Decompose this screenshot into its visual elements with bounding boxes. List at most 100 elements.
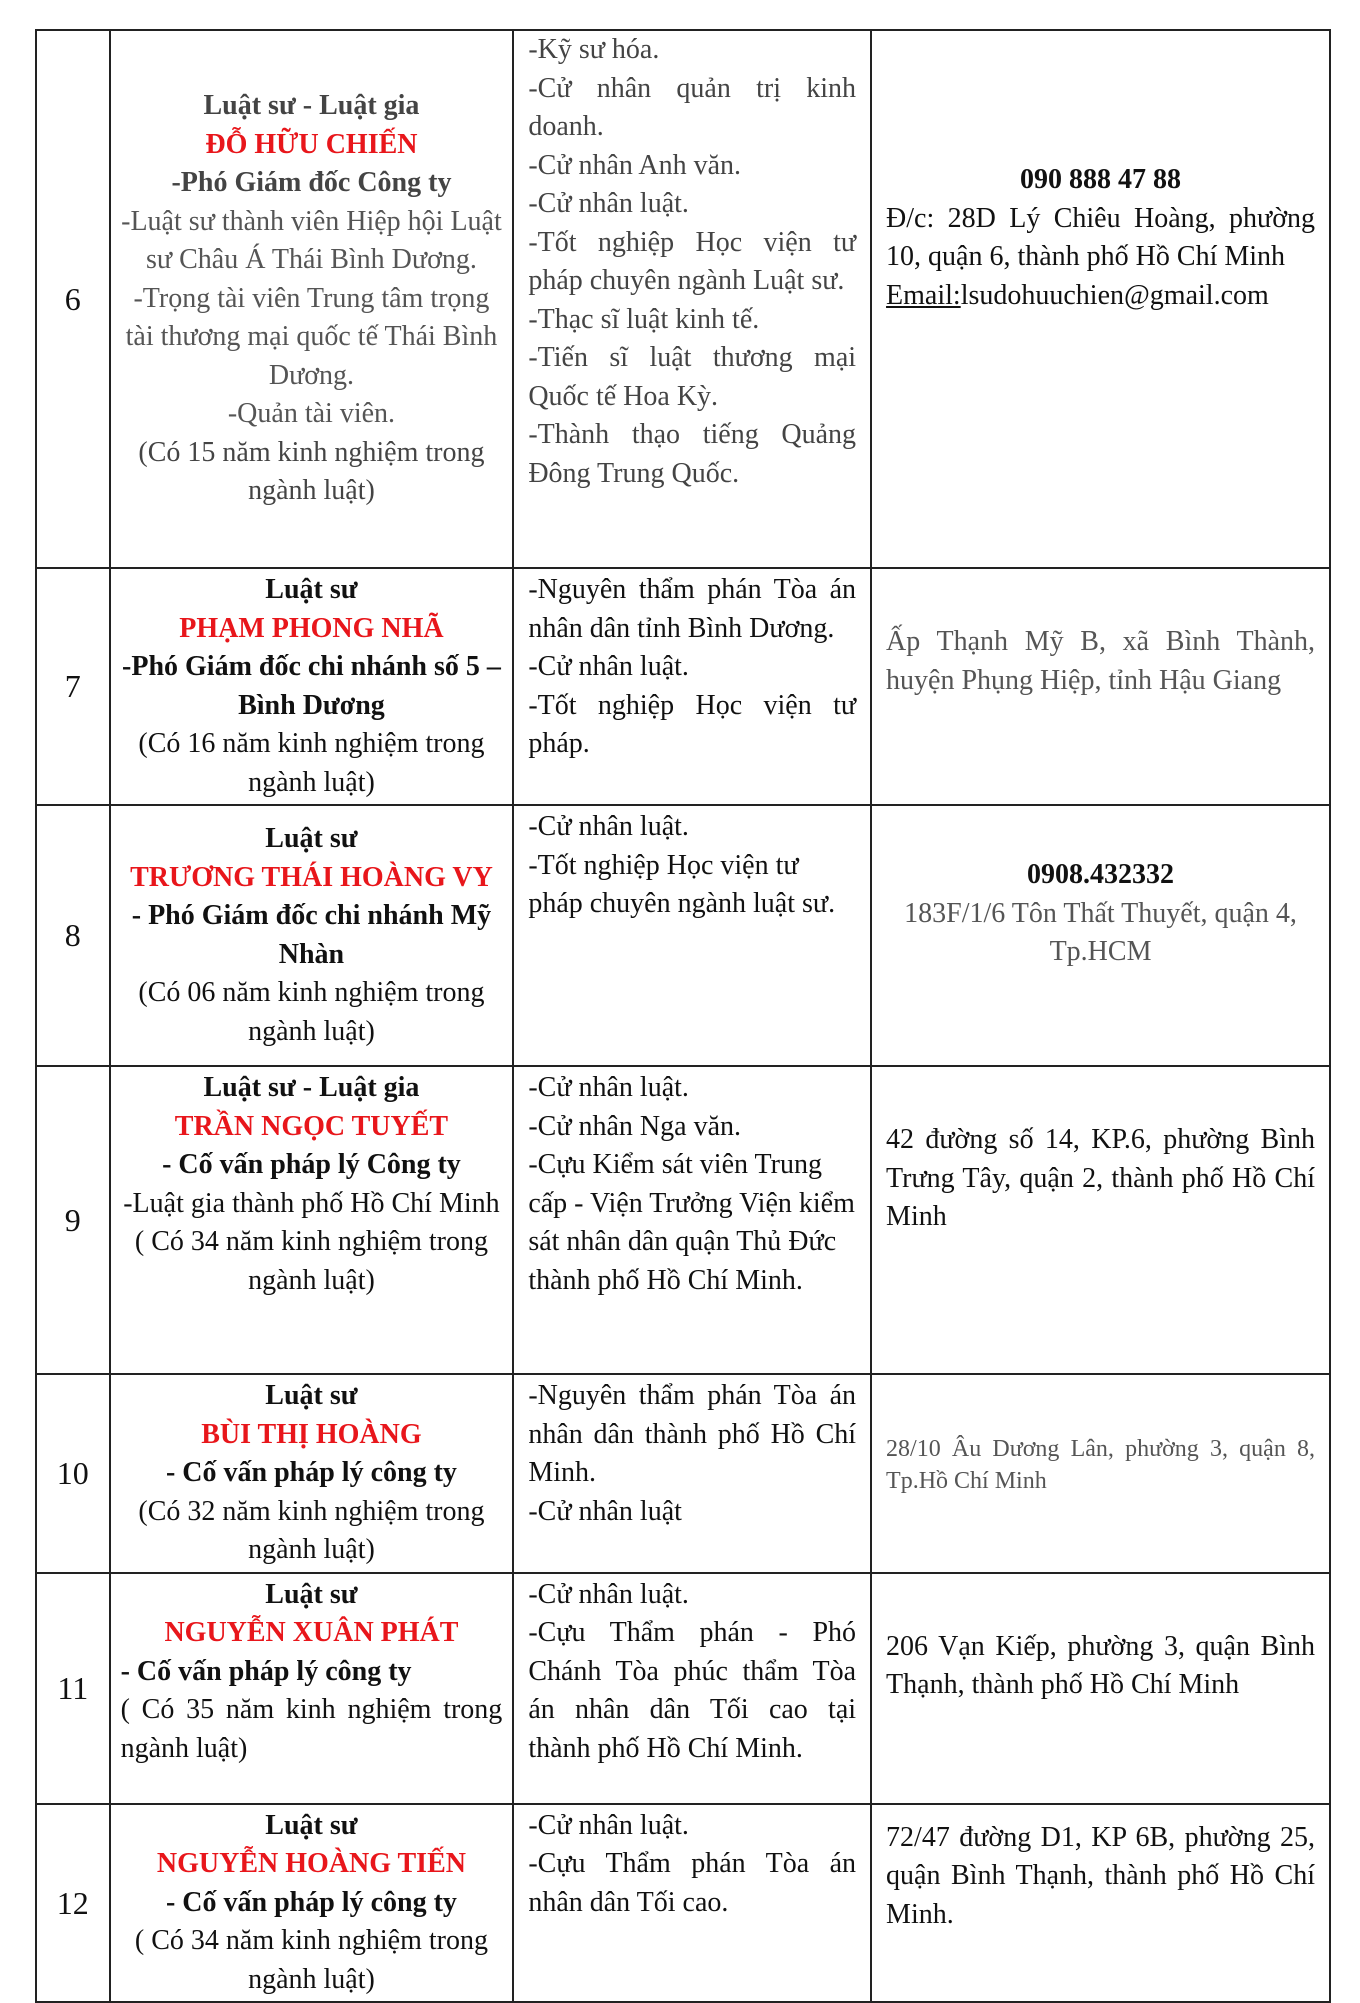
qualification-item: -Cử nhân luật. <box>528 188 689 219</box>
lawyer-title: Luật sư <box>265 1809 358 1841</box>
qualification-item: -Thạc sĩ luật kinh tế. <box>528 303 760 335</box>
lawyer-info: Luật sư NGUYỄN HOÀNG TIẾN - Cố vấn pháp … <box>108 1802 515 2003</box>
row-number: 6 <box>35 29 111 569</box>
lawyer-title: Luật sư - Luật gia <box>203 1072 420 1103</box>
contact: 090 888 47 88 Đ/c: 28D Lý Chiêu Hoàng, p… <box>870 29 1331 569</box>
address: 206 Vạn Kiếp, phường 3, quận Bình Thạnh,… <box>886 1630 1315 1701</box>
lawyer-position: - Phó Giám đốc chi nhánh Mỹ Nhàn <box>131 900 492 970</box>
lawyer-name: PHẠM PHONG NHÃ <box>179 612 444 644</box>
lawyer-position: - Cố vấn pháp lý công ty <box>165 1886 457 1918</box>
qualifications: -Nguyên thẩm phán Tòa án nhân dân thành … <box>512 1373 873 1574</box>
qualification-item: -Cử nhân luật. <box>528 1809 689 1841</box>
lawyer-name: BÙI THỊ HOÀNG <box>201 1418 422 1450</box>
table-row: 11 Luật sư NGUYỄN XUÂN PHÁT - Cố vấn phá… <box>35 1571 1331 1805</box>
qualifications: -Nguyên thẩm phán Tòa án nhân dân tỉnh B… <box>512 567 873 806</box>
qualification-item: -Cử nhân luật. <box>528 1578 689 1610</box>
lawyer-info: Luật sư NGUYỄN XUÂN PHÁT - Cố vấn pháp l… <box>108 1571 515 1805</box>
lawyer-name: NGUYỄN HOÀNG TIẾN <box>156 1848 466 1879</box>
qualification-item: -Cựu Thẩm phán Tòa án nhân dân Tối cao. <box>528 1848 857 1918</box>
lawyer-position: - Cố vấn pháp lý công ty <box>165 1457 457 1488</box>
row-number: 12 <box>35 1802 111 2003</box>
address: 42 đường số 14, KP.6, phường Bình Trưng … <box>886 1124 1315 1232</box>
qualification-item: -Nguyên thẩm phán Tòa án nhân dân tỉnh B… <box>528 574 857 644</box>
lawyer-experience: ( Có 34 năm kinh nghiệm trong ngành luật… <box>134 1226 488 1296</box>
lawyer-experience: (Có 06 năm kinh nghiệm trong ngành luật) <box>138 977 485 1047</box>
lawyer-note: -Trọng tài viên Trung tâm trọng tài thươ… <box>125 282 498 391</box>
lawyer-table: 6 Luật sư - Luật gia ĐỖ HỮU CHIẾN -Phó G… <box>35 29 1331 2003</box>
lawyer-info: Luật sư - Luật gia ĐỖ HỮU CHIẾN -Phó Giá… <box>108 29 515 569</box>
address: 72/47 đường D1, KP 6B, phường 25, quận B… <box>886 1821 1315 1930</box>
lawyer-note: -Luật sư thành viên Hiệp hội Luật sư Châ… <box>121 205 502 276</box>
lawyer-note: -Luật gia thành phố Hồ Chí Minh <box>123 1187 500 1219</box>
qualification-item: -Cựu Thẩm phán - Phó Chánh Tòa phúc thẩm… <box>528 1617 857 1764</box>
lawyer-position: -Phó Giám đốc chi nhánh số 5 – Bình Dươn… <box>122 651 501 721</box>
email-address[interactable]: lsudohuuchien@gmail.com <box>960 279 1269 311</box>
row-number: 9 <box>35 1065 111 1375</box>
table-row: 10 Luật sư BÙI THỊ HOÀNG - Cố vấn pháp l… <box>35 1373 1331 1574</box>
phone-number: 090 888 47 88 <box>1020 164 1182 195</box>
qualification-item: -Tiến sĩ luật thương mại Quốc tế Hoa Kỳ. <box>528 342 857 412</box>
table-row: 6 Luật sư - Luật gia ĐỖ HỮU CHIẾN -Phó G… <box>35 29 1331 569</box>
qualification-item: -Tốt nghiệp Học viện tư pháp chuyên ngàn… <box>528 226 857 297</box>
lawyer-name: TRƯƠNG THÁI HOÀNG VY <box>130 861 493 893</box>
lawyer-name: NGUYỄN XUÂN PHÁT <box>164 1617 459 1648</box>
qualification-item: -Kỹ sư hóa. <box>528 34 660 65</box>
lawyer-experience: ( Có 35 năm kinh nghiệm trong ngành luật… <box>120 1694 503 1764</box>
lawyer-title: Luật sư - Luật gia <box>203 90 420 122</box>
lawyer-info: Luật sư PHẠM PHONG NHÃ -Phó Giám đốc chi… <box>108 567 515 806</box>
lawyer-position: -Phó Giám đốc Công ty <box>171 167 452 199</box>
contact: 28/10 Âu Dương Lân, phường 3, quận 8, Tp… <box>870 1373 1331 1574</box>
lawyer-note: -Quản tài viên. <box>227 398 396 430</box>
qualification-item: -Cử nhân luật. <box>528 811 689 842</box>
email: Email:lsudohuuchien@gmail.com <box>886 277 1315 316</box>
qualification-item: -Cử nhân luật <box>528 1495 682 1527</box>
qualification-item: -Cử nhân luật. <box>528 651 689 682</box>
qualification-item: -Cử nhân luật. <box>528 1072 689 1103</box>
address: Ấp Thạnh Mỹ B, xã Bình Thành, huyện Phụn… <box>886 626 1315 696</box>
lawyer-name: TRẦN NGỌC TUYẾT <box>174 1110 449 1142</box>
lawyer-info: Luật sư - Luật gia TRẦN NGỌC TUYẾT - Cố … <box>108 1065 515 1375</box>
lawyer-info: Luật sư TRƯƠNG THÁI HOÀNG VY - Phó Giám … <box>108 804 515 1067</box>
contact: 0908.432332 183F/1/6 Tôn Thất Thuyết, qu… <box>870 804 1331 1067</box>
row-number: 8 <box>35 804 111 1067</box>
lawyer-title: Luật sư <box>265 1578 358 1610</box>
qualification-item: -Cử nhân Anh văn. <box>528 149 742 181</box>
lawyer-experience: (Có 16 năm kinh nghiệm trong ngành luật) <box>138 728 485 798</box>
qualification-item: -Nguyên thẩm phán Tòa án nhân dân thành … <box>528 1380 857 1488</box>
contact: 206 Vạn Kiếp, phường 3, quận Bình Thạnh,… <box>870 1571 1331 1805</box>
email-label: Email: <box>886 279 961 311</box>
lawyer-info: Luật sư BÙI THỊ HOÀNG - Cố vấn pháp lý c… <box>108 1373 515 1574</box>
address: 28/10 Âu Dương Lân, phường 3, quận 8, Tp… <box>886 1436 1315 1494</box>
contact: Ấp Thạnh Mỹ B, xã Bình Thành, huyện Phụn… <box>870 567 1331 806</box>
table-row: 7 Luật sư PHẠM PHONG NHÃ -Phó Giám đốc c… <box>35 567 1331 806</box>
qualifications: -Cử nhân luật. -Cựu Thẩm phán - Phó Chán… <box>512 1571 873 1805</box>
qualification-item: -Cựu Kiểm sát viên Trung cấp - Viện Trưở… <box>528 1149 855 1296</box>
address: 183F/1/6 Tôn Thất Thuyết, quận 4, Tp.HCM <box>904 897 1297 968</box>
lawyer-title: Luật sư <box>265 574 358 605</box>
qualifications: -Cử nhân luật. -Cựu Thẩm phán Tòa án nhâ… <box>512 1802 873 2003</box>
qualifications: -Cử nhân luật. -Tốt nghiệp Học viện tư p… <box>512 804 873 1067</box>
table-row: 9 Luật sư - Luật gia TRẦN NGỌC TUYẾT - C… <box>35 1065 1331 1375</box>
qualification-item: -Cử nhân quản trị kinh doanh. <box>528 72 857 143</box>
lawyer-title: Luật sư <box>265 823 358 854</box>
qualification-item: -Thành thạo tiếng Quảng Đông Trung Quốc. <box>528 419 857 489</box>
qualification-item: -Tốt nghiệp Học viện tư pháp. <box>528 689 857 760</box>
lawyer-position: - Cố vấn pháp lý Công ty <box>162 1149 461 1180</box>
qualifications: -Cử nhân luật. -Cử nhân Nga văn. -Cựu Ki… <box>512 1065 873 1375</box>
row-number: 11 <box>35 1571 111 1805</box>
lawyer-position: - Cố vấn pháp lý công ty <box>120 1655 412 1687</box>
contact: 72/47 đường D1, KP 6B, phường 25, quận B… <box>870 1802 1331 2003</box>
lawyer-name: ĐỖ HỮU CHIẾN <box>205 128 418 160</box>
lawyer-title: Luật sư <box>265 1380 358 1411</box>
table-row: 8 Luật sư TRƯƠNG THÁI HOÀNG VY - Phó Giá… <box>35 804 1331 1067</box>
row-number: 7 <box>35 567 111 806</box>
lawyer-experience: ( Có 34 năm kinh nghiệm trong ngành luật… <box>134 1925 488 1995</box>
phone-number: 0908.432332 <box>1027 859 1175 890</box>
row-number: 10 <box>35 1373 111 1574</box>
qualification-item: -Tốt nghiệp Học viện tư pháp chuyên ngàn… <box>528 849 836 920</box>
lawyer-experience: (Có 32 năm kinh nghiệm trong ngành luật) <box>138 1495 485 1566</box>
lawyer-experience: (Có 15 năm kinh nghiệm trong ngành luật) <box>138 436 485 507</box>
qualifications: -Kỹ sư hóa. -Cử nhân quản trị kinh doanh… <box>512 29 873 569</box>
qualification-item: -Cử nhân Nga văn. <box>528 1110 741 1142</box>
contact: 42 đường số 14, KP.6, phường Bình Trưng … <box>870 1065 1331 1375</box>
